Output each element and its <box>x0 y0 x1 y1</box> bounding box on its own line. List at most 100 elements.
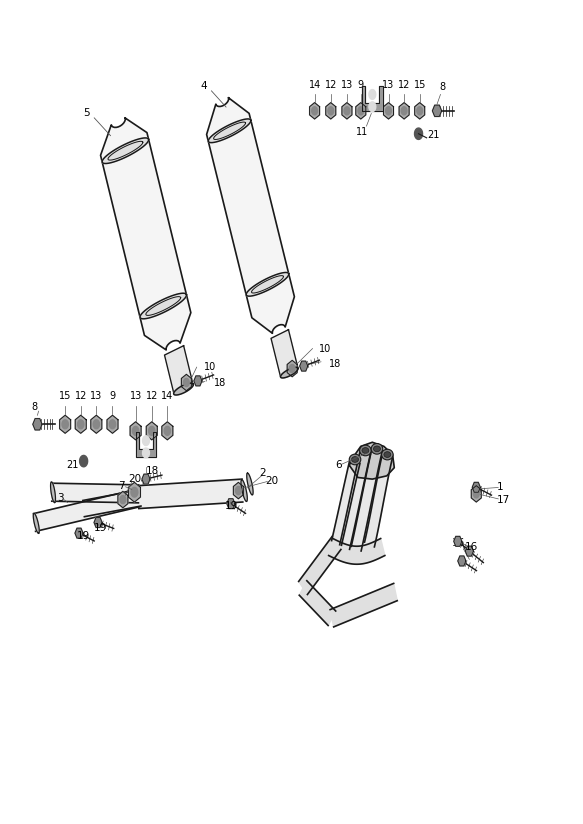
Polygon shape <box>356 103 366 119</box>
Polygon shape <box>433 105 442 116</box>
Polygon shape <box>298 536 341 594</box>
Polygon shape <box>143 436 149 446</box>
Ellipse shape <box>371 443 382 454</box>
Polygon shape <box>140 293 187 319</box>
Text: 8: 8 <box>440 82 446 91</box>
Text: 18: 18 <box>328 358 340 368</box>
Polygon shape <box>59 415 71 433</box>
Polygon shape <box>136 433 156 457</box>
Ellipse shape <box>360 445 371 456</box>
Polygon shape <box>401 107 407 115</box>
Text: 11: 11 <box>356 128 368 138</box>
Polygon shape <box>91 415 102 433</box>
Polygon shape <box>328 107 333 115</box>
Ellipse shape <box>374 446 381 452</box>
Polygon shape <box>146 422 157 440</box>
Text: 10: 10 <box>203 362 216 372</box>
Polygon shape <box>184 378 189 386</box>
Text: 5: 5 <box>83 108 90 119</box>
Polygon shape <box>329 539 385 564</box>
Polygon shape <box>386 107 391 115</box>
Polygon shape <box>326 103 336 119</box>
Polygon shape <box>162 422 173 440</box>
Text: 14: 14 <box>161 391 174 401</box>
Polygon shape <box>142 474 150 484</box>
Ellipse shape <box>352 456 359 462</box>
Polygon shape <box>472 482 480 492</box>
Text: 16: 16 <box>465 542 478 552</box>
Polygon shape <box>342 103 352 119</box>
Polygon shape <box>340 450 370 550</box>
Polygon shape <box>107 415 118 433</box>
Text: 10: 10 <box>319 344 332 354</box>
Text: 19: 19 <box>94 523 107 533</box>
Polygon shape <box>330 583 397 627</box>
Text: 19: 19 <box>225 501 238 511</box>
Polygon shape <box>310 103 319 119</box>
Text: 8: 8 <box>31 401 37 411</box>
Polygon shape <box>174 383 194 395</box>
Polygon shape <box>417 107 423 115</box>
Text: 7: 7 <box>118 480 125 490</box>
Text: 13: 13 <box>341 80 353 90</box>
Polygon shape <box>473 489 479 498</box>
Polygon shape <box>471 485 482 502</box>
Text: 1: 1 <box>497 482 503 492</box>
Text: 17: 17 <box>497 494 510 504</box>
Polygon shape <box>369 102 376 111</box>
Polygon shape <box>143 448 149 458</box>
Polygon shape <box>131 487 138 497</box>
Polygon shape <box>415 128 423 139</box>
Polygon shape <box>246 273 289 296</box>
Polygon shape <box>206 98 294 334</box>
Polygon shape <box>458 556 466 566</box>
Text: 15: 15 <box>413 80 426 90</box>
Text: 21: 21 <box>66 460 78 471</box>
Polygon shape <box>344 107 350 115</box>
Polygon shape <box>280 368 298 378</box>
Text: 20: 20 <box>265 475 279 486</box>
Polygon shape <box>227 499 235 508</box>
Polygon shape <box>369 90 376 100</box>
Polygon shape <box>236 486 241 494</box>
Text: 14: 14 <box>308 80 321 90</box>
Polygon shape <box>164 346 193 394</box>
Polygon shape <box>132 426 139 435</box>
Text: 12: 12 <box>398 80 410 90</box>
Polygon shape <box>454 536 462 546</box>
Text: 11: 11 <box>140 480 152 490</box>
Text: 4: 4 <box>201 82 207 91</box>
Ellipse shape <box>349 454 361 465</box>
Text: 13: 13 <box>90 391 103 401</box>
Polygon shape <box>51 482 55 503</box>
Text: 19: 19 <box>77 531 90 541</box>
Polygon shape <box>80 456 87 467</box>
Polygon shape <box>332 459 360 545</box>
Polygon shape <box>128 482 141 502</box>
Polygon shape <box>100 118 191 350</box>
Polygon shape <box>75 528 83 538</box>
Polygon shape <box>33 419 42 430</box>
Polygon shape <box>94 517 102 527</box>
Polygon shape <box>194 376 202 386</box>
Polygon shape <box>233 482 243 499</box>
Text: 12: 12 <box>75 391 87 401</box>
Polygon shape <box>289 364 295 372</box>
Text: 9: 9 <box>358 80 364 90</box>
Text: 3: 3 <box>58 493 64 503</box>
Polygon shape <box>83 489 141 517</box>
Polygon shape <box>138 479 243 508</box>
Polygon shape <box>351 448 382 551</box>
Ellipse shape <box>362 447 369 453</box>
Polygon shape <box>364 454 392 547</box>
Polygon shape <box>164 426 170 435</box>
Polygon shape <box>62 419 68 428</box>
Text: 12: 12 <box>325 80 337 90</box>
Polygon shape <box>33 513 39 533</box>
Polygon shape <box>300 361 308 371</box>
Text: 18: 18 <box>146 466 159 476</box>
Text: 13: 13 <box>382 80 395 90</box>
Polygon shape <box>52 483 139 503</box>
Polygon shape <box>465 546 473 556</box>
Polygon shape <box>299 581 336 625</box>
